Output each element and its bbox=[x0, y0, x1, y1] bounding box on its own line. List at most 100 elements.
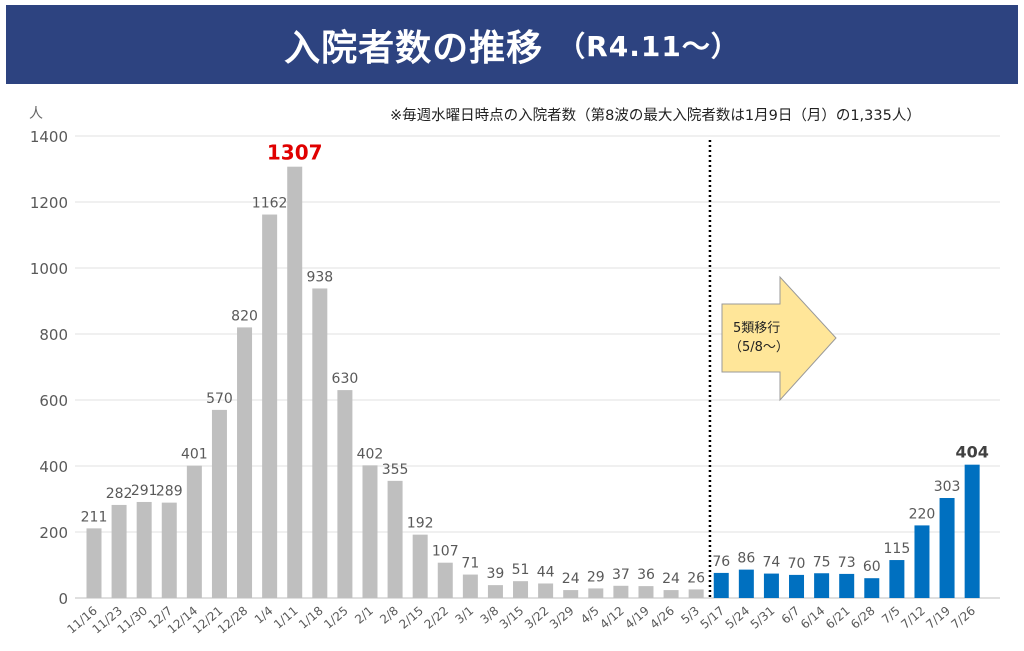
bar bbox=[588, 588, 604, 598]
data-label: 24 bbox=[662, 571, 680, 587]
x-tick-label: 1/11 bbox=[271, 604, 301, 632]
y-axis-label: 人 bbox=[29, 106, 43, 122]
bar bbox=[111, 504, 127, 598]
data-label: 303 bbox=[934, 479, 961, 495]
bar bbox=[839, 573, 855, 598]
x-tick-label: 7/19 bbox=[923, 604, 953, 632]
data-label: 1162 bbox=[252, 196, 288, 212]
x-tick-label: 3/1 bbox=[452, 604, 476, 627]
data-label: 211 bbox=[81, 509, 108, 525]
data-label: 820 bbox=[231, 308, 258, 324]
data-label: 291 bbox=[131, 483, 158, 499]
data-label: 289 bbox=[156, 484, 183, 500]
x-tick-label: 1/25 bbox=[321, 604, 351, 632]
x-tick-label: 6/14 bbox=[798, 604, 828, 632]
bar bbox=[789, 574, 805, 598]
y-tick-label: 200 bbox=[39, 524, 68, 542]
data-label: 630 bbox=[332, 371, 359, 387]
bar bbox=[437, 562, 453, 598]
x-tick-label: 5/31 bbox=[748, 604, 778, 632]
data-label: 44 bbox=[537, 564, 555, 580]
data-label: 36 bbox=[637, 567, 655, 583]
annotation-line1: 5類移行 bbox=[733, 321, 780, 336]
annotation-line2: （5/8～） bbox=[729, 340, 789, 355]
bar bbox=[161, 502, 177, 598]
data-label: 76 bbox=[712, 554, 730, 570]
data-label: 71 bbox=[461, 556, 479, 572]
data-label: 24 bbox=[562, 571, 580, 587]
bar bbox=[462, 574, 478, 598]
data-label: 402 bbox=[357, 446, 384, 462]
x-tick-label: 4/12 bbox=[597, 604, 627, 632]
bar bbox=[613, 585, 629, 598]
bar bbox=[262, 214, 278, 599]
bar bbox=[237, 327, 253, 598]
bar bbox=[287, 166, 303, 598]
x-tick-label: 5/17 bbox=[698, 604, 728, 632]
data-label: 29 bbox=[587, 569, 605, 585]
y-tick-label: 0 bbox=[58, 590, 68, 608]
x-tick-label: 3/22 bbox=[522, 604, 552, 632]
bar bbox=[211, 409, 227, 598]
y-tick-label: 400 bbox=[39, 458, 68, 476]
bar bbox=[964, 464, 980, 598]
x-tick-label: 6/21 bbox=[823, 604, 853, 632]
y-tick-label: 1400 bbox=[30, 128, 68, 146]
bar bbox=[914, 525, 930, 598]
data-label: 938 bbox=[306, 269, 333, 285]
bar bbox=[86, 528, 102, 598]
arrow-annotation bbox=[721, 275, 837, 402]
bar bbox=[763, 573, 779, 598]
bar bbox=[814, 573, 830, 598]
x-tick-label: 2/1 bbox=[352, 604, 376, 627]
data-label: 70 bbox=[788, 556, 806, 572]
x-tick-label: 2/22 bbox=[422, 604, 452, 632]
data-label: 26 bbox=[687, 570, 705, 586]
bar bbox=[738, 569, 754, 598]
bar bbox=[136, 501, 152, 598]
x-tick-label: 2/15 bbox=[396, 604, 426, 632]
data-label: 51 bbox=[512, 562, 530, 578]
title-banner: 入院者数の推移 （R4.11～） bbox=[6, 5, 1018, 84]
bar bbox=[312, 288, 328, 598]
bar bbox=[513, 581, 529, 598]
bar bbox=[487, 585, 503, 598]
data-label: 75 bbox=[813, 554, 831, 570]
data-label: 60 bbox=[863, 559, 881, 575]
x-tick-label: 7/12 bbox=[898, 604, 928, 632]
page-subtitle: （R4.11～） bbox=[557, 29, 740, 63]
data-label: 115 bbox=[884, 541, 911, 557]
data-label: 220 bbox=[909, 506, 936, 522]
data-label: 39 bbox=[487, 566, 505, 582]
x-tick-label: 3/15 bbox=[497, 604, 527, 632]
x-tick-label: 4/26 bbox=[647, 604, 677, 632]
bar bbox=[538, 583, 554, 598]
data-label: 107 bbox=[432, 544, 459, 560]
data-label: 282 bbox=[106, 486, 133, 502]
data-label: 86 bbox=[737, 551, 755, 567]
x-tick-label: 1/18 bbox=[296, 604, 326, 632]
bar bbox=[939, 498, 955, 598]
y-tick-label: 1000 bbox=[30, 260, 68, 278]
bar bbox=[889, 560, 905, 598]
y-tick-label: 800 bbox=[39, 326, 68, 344]
bar bbox=[563, 590, 579, 598]
bar bbox=[864, 578, 880, 598]
y-tick-label: 1200 bbox=[30, 194, 68, 212]
bar bbox=[337, 390, 353, 598]
data-label: 1307 bbox=[267, 141, 323, 165]
page-title: 入院者数の推移 bbox=[284, 27, 544, 69]
y-tick-label: 600 bbox=[39, 392, 68, 410]
bar bbox=[713, 572, 729, 598]
x-tick-label: 7/26 bbox=[948, 604, 978, 632]
data-label: 404 bbox=[955, 443, 988, 462]
data-label: 401 bbox=[181, 447, 208, 463]
x-tick-label: 5/24 bbox=[723, 604, 753, 632]
data-label: 355 bbox=[382, 462, 409, 478]
bar bbox=[362, 465, 378, 598]
data-label: 192 bbox=[407, 516, 434, 532]
data-label: 74 bbox=[763, 555, 781, 571]
bar bbox=[186, 465, 202, 598]
bar bbox=[688, 589, 704, 598]
